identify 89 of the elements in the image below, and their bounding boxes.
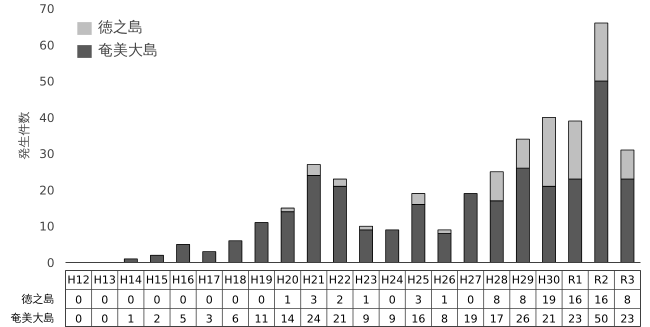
data-label: 3 — [310, 294, 318, 306]
x-tick-label: H28 — [486, 274, 508, 286]
bar — [254, 222, 268, 262]
x-tick-label: H21 — [302, 274, 325, 286]
data-label: 0 — [388, 294, 396, 306]
x-tick-label: H25 — [407, 274, 430, 286]
data-label: 0 — [127, 294, 134, 306]
data-label: 16 — [568, 294, 582, 306]
data-label: 0 — [101, 294, 108, 306]
text: 徳之島 — [22, 292, 54, 306]
y-axis-title: 発生件数 — [17, 112, 32, 160]
data-label: 16 — [411, 312, 426, 326]
data-label: 9 — [388, 312, 396, 326]
bar — [228, 240, 242, 262]
data-label: 19 — [542, 294, 556, 306]
data-label: 0 — [206, 294, 213, 306]
x-tick-label: H22 — [328, 274, 352, 286]
data-label: 2 — [336, 294, 344, 306]
data-label: 0 — [153, 294, 160, 306]
legend-label: 徳之島 — [98, 18, 143, 37]
x-tick-label: H17 — [198, 274, 220, 286]
data-label: 0 — [258, 294, 266, 306]
x-tick-label: H14 — [120, 274, 142, 286]
data-label: 8 — [440, 312, 448, 326]
y-tick-label: 70 — [39, 2, 55, 16]
x-tick-label: H27 — [459, 274, 482, 286]
data-label: 23 — [620, 312, 634, 326]
data-label: 3 — [206, 312, 213, 326]
data-label: 8 — [519, 294, 526, 306]
data-label: 9 — [362, 312, 370, 326]
x-tick-label: H29 — [512, 274, 534, 286]
legend-label: 奄美大島 — [98, 41, 158, 60]
data-label: 1 — [440, 294, 448, 306]
data-label: 0 — [101, 312, 108, 326]
x-tick-label: H19 — [250, 274, 273, 286]
data-label: 2 — [153, 312, 160, 326]
x-tick-label: H26 — [433, 274, 456, 286]
data-label: 0 — [232, 294, 239, 306]
data-label: 0 — [180, 294, 187, 306]
data-label: 0 — [75, 294, 82, 306]
bar — [280, 211, 295, 262]
bar — [464, 193, 478, 262]
data-label: 0 — [467, 294, 474, 306]
x-tick-label: H24 — [381, 274, 404, 286]
data-label: 50 — [594, 312, 608, 326]
x-tick-label: H13 — [94, 274, 116, 286]
data-label: 26 — [516, 312, 530, 326]
bar — [385, 229, 400, 262]
x-tick-label: H12 — [67, 274, 90, 286]
data-label: 6 — [232, 312, 239, 326]
x-tick-label: R2 — [594, 274, 609, 286]
y-tick-label: 0 — [46, 256, 55, 270]
data-label: 1 — [362, 294, 370, 306]
data-label: 21 — [332, 312, 347, 326]
x-tick-label: H15 — [146, 274, 168, 286]
data-label: 3 — [414, 294, 422, 306]
bar — [176, 244, 190, 262]
y-tick-label: 30 — [39, 147, 55, 162]
data-label: 1 — [127, 312, 134, 326]
y-tick-label: 20 — [39, 183, 55, 198]
bar — [150, 254, 164, 262]
data-label: 19 — [464, 312, 478, 326]
data-label: 16 — [594, 294, 608, 306]
y-tick-label: 40 — [39, 110, 55, 125]
data-label: 14 — [280, 312, 295, 326]
data-label: 11 — [254, 312, 269, 326]
y-tick-label: 50 — [39, 74, 55, 89]
x-tick-label: H30 — [538, 274, 560, 286]
data-label: 1 — [284, 294, 292, 306]
bar — [359, 229, 373, 262]
data-label: 23 — [568, 312, 582, 326]
data-label: 8 — [493, 294, 500, 306]
data-label: 5 — [180, 312, 187, 326]
data-label: 21 — [542, 312, 556, 326]
x-tick-label: H18 — [224, 274, 247, 286]
data-label: 17 — [490, 312, 504, 326]
x-tick-label: R1 — [568, 274, 582, 286]
data-label: 24 — [306, 312, 321, 326]
x-tick-label: H23 — [354, 274, 378, 286]
x-tick-label: R3 — [620, 274, 635, 286]
bar — [202, 251, 216, 262]
bar — [438, 233, 452, 262]
data-label: 8 — [624, 294, 631, 306]
text: 奄美大島 — [10, 312, 54, 324]
x-tick-label: H16 — [172, 274, 194, 286]
y-tick-label: 10 — [39, 220, 55, 234]
data-label: 0 — [75, 312, 82, 326]
x-tick-label: H20 — [276, 274, 299, 286]
y-tick-label: 60 — [39, 38, 55, 52]
